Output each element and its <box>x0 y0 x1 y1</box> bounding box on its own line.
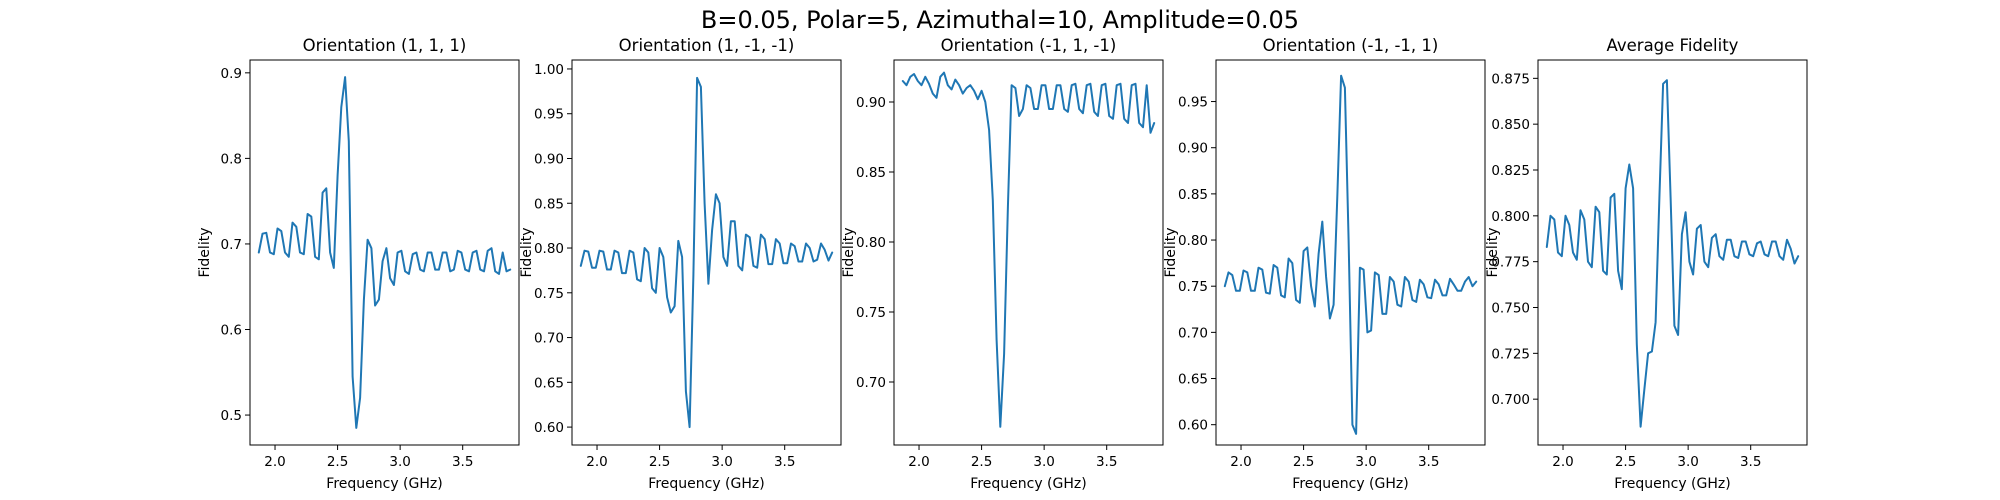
x-axis-label: Frequency (GHz) <box>1292 476 1408 492</box>
panel-3: 2.0 2.5 3.0 3.5 0.70 0.75 0.80 0.85 0.90 Orientat… <box>841 36 1164 492</box>
x-tick-label: 3.0 <box>1355 454 1376 470</box>
y-tick-label: 1.00 <box>534 62 564 78</box>
x-tick-label: 2.0 <box>586 454 607 470</box>
y-tick-label: 0.700 <box>1491 392 1530 408</box>
y-axis-label: Fidelity <box>1485 228 1501 278</box>
series-line <box>1223 74 1478 435</box>
y-tick-label: 0.80 <box>1178 233 1208 249</box>
y-tick-label: 0.800 <box>1491 209 1530 225</box>
x-tick-label: 3.0 <box>389 454 410 470</box>
y-tick-label: 0.60 <box>1178 418 1208 434</box>
y-tick-label: 0.80 <box>534 241 564 257</box>
y-tick-label: 0.65 <box>1178 372 1208 388</box>
y-axis-label: Fidelity <box>1163 228 1179 278</box>
panel-2: 2.0 2.5 3.0 3.5 0.60 0.65 0.70 0.75 0.80 0.85 0.90… <box>519 36 842 492</box>
y-tick-label: 0.90 <box>1178 141 1208 157</box>
y-tick-label: 0.65 <box>534 375 564 391</box>
y-tick-label: 0.75 <box>534 286 564 302</box>
x-axis-label: Frequency (GHz) <box>648 476 764 492</box>
x-tick-label: 3.5 <box>452 454 473 470</box>
x-tick-label: 2.5 <box>1293 454 1314 470</box>
y-tick-label: 0.90 <box>534 151 564 167</box>
panel-title: Orientation (1, 1, 1) <box>303 36 467 55</box>
y-tick-label: 0.60 <box>534 420 564 436</box>
y-tick-label: 0.80 <box>856 235 886 251</box>
series-line <box>901 71 1156 428</box>
y-tick-label: 0.8 <box>221 151 242 167</box>
x-tick-label: 2.0 <box>264 454 285 470</box>
y-tick-label: 0.7 <box>221 237 242 253</box>
y-tick-label: 0.850 <box>1491 117 1530 133</box>
plot-frame <box>1537 59 1808 446</box>
series-line <box>1545 79 1800 428</box>
x-tick-label: 3.0 <box>1033 454 1054 470</box>
y-tick-label: 0.95 <box>534 107 564 123</box>
y-tick-label: 0.725 <box>1491 346 1530 362</box>
plot-frame <box>1215 59 1486 446</box>
y-tick-label: 0.85 <box>534 196 564 212</box>
x-tick-label: 2.5 <box>1615 454 1636 470</box>
x-tick-label: 3.5 <box>1096 454 1117 470</box>
plot-frame <box>571 59 842 446</box>
y-tick-label: 0.750 <box>1491 301 1530 317</box>
x-tick-label: 3.5 <box>1740 454 1761 470</box>
x-tick-label: 3.0 <box>1677 454 1698 470</box>
x-tick-label: 2.0 <box>1552 454 1573 470</box>
panel-title: Orientation (1, -1, -1) <box>619 36 795 55</box>
plot-frame <box>249 59 520 446</box>
y-tick-label: 0.85 <box>1178 187 1208 203</box>
y-tick-label: 0.875 <box>1491 71 1530 87</box>
x-tick-label: 2.5 <box>649 454 670 470</box>
y-tick-label: 0.95 <box>1178 95 1208 111</box>
series-line <box>257 76 512 429</box>
x-tick-label: 3.5 <box>774 454 795 470</box>
y-axis-label: Fidelity <box>197 228 213 278</box>
x-tick-label: 2.5 <box>971 454 992 470</box>
y-tick-label: 0.6 <box>221 323 242 339</box>
y-tick-label: 0.75 <box>856 305 886 321</box>
x-axis-label: Frequency (GHz) <box>326 476 442 492</box>
x-axis-label: Frequency (GHz) <box>1614 476 1730 492</box>
y-tick-label: 0.70 <box>1178 325 1208 341</box>
panel-4: 2.0 2.5 3.0 3.5 0.60 0.65 0.70 0.75 0.80 0.85 0.90… <box>1163 36 1486 492</box>
y-tick-label: 0.775 <box>1491 255 1530 271</box>
x-tick-label: 2.5 <box>327 454 348 470</box>
series-line <box>579 76 834 429</box>
x-tick-label: 2.0 <box>1230 454 1251 470</box>
y-tick-label: 0.825 <box>1491 163 1530 179</box>
y-tick-label: 0.90 <box>856 95 886 111</box>
figure-suptitle: B=0.05, Polar=5, Azimuthal=10, Amplitude… <box>701 6 1299 34</box>
x-tick-label: 3.0 <box>711 454 732 470</box>
panel-1: 2.0 2.5 3.0 3.5 0.5 0.6 0.7 0.8 0.9 Orientation (… <box>197 36 520 492</box>
y-tick-label: 0.75 <box>1178 279 1208 295</box>
panel-5: 2.0 2.5 3.0 3.5 0.700 0.725 0.750 0.775 0.800 0.8… <box>1485 36 1808 492</box>
x-axis-label: Frequency (GHz) <box>970 476 1086 492</box>
panel-title: Orientation (-1, -1, 1) <box>1263 36 1439 55</box>
panel-title: Orientation (-1, 1, -1) <box>941 36 1117 55</box>
plot-frame <box>893 59 1164 446</box>
y-tick-label: 0.9 <box>221 66 242 82</box>
y-tick-label: 0.85 <box>856 165 886 181</box>
panel-title: Average Fidelity <box>1607 36 1739 55</box>
x-tick-label: 2.0 <box>908 454 929 470</box>
panels: 2.0 2.5 3.0 3.5 0.5 0.6 0.7 0.8 0.9 Orientation (… <box>197 36 1808 492</box>
y-tick-label: 0.5 <box>221 408 242 424</box>
x-tick-label: 3.5 <box>1418 454 1439 470</box>
y-tick-label: 0.70 <box>534 331 564 347</box>
y-tick-label: 0.70 <box>856 375 886 391</box>
y-axis-label: Fidelity <box>841 228 857 278</box>
y-axis-label: Fidelity <box>519 228 535 278</box>
